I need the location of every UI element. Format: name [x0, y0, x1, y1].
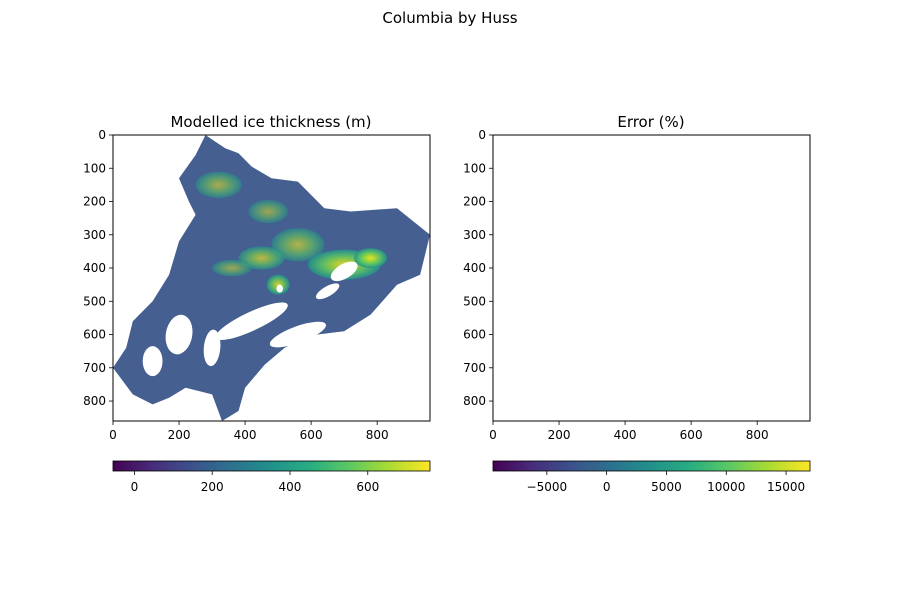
ice-thickness-heatmap	[113, 135, 430, 421]
thick-ice-region	[195, 171, 242, 199]
x-tick-label-error: 0	[489, 428, 497, 442]
x-tick-label-ice-thickness: 600	[300, 428, 323, 442]
ice-free-area	[330, 261, 358, 282]
ice-free-area	[315, 283, 340, 300]
x-tick-label-error: 600	[680, 428, 703, 442]
x-tick-label-ice-thickness: 800	[366, 428, 389, 442]
thick-ice-region	[271, 228, 325, 262]
y-tick-label-ice-thickness: 0	[98, 128, 106, 142]
y-tick-label-ice-thickness: 700	[83, 361, 106, 375]
colorbar-tick-label-error: 0	[603, 480, 611, 494]
ice-free-area	[276, 284, 284, 293]
y-tick-label-ice-thickness: 500	[83, 294, 106, 308]
axes-frame-error	[492, 134, 811, 422]
x-tick-label-error: 800	[746, 428, 769, 442]
y-tick-label-error: 100	[463, 161, 486, 175]
y-tick-label-error: 700	[463, 361, 486, 375]
y-tick-label-error: 400	[463, 261, 486, 275]
panel-ice-thickness: Modelled ice thickness (m) 0 200 400 600 800…	[83, 113, 431, 494]
y-tick-label-ice-thickness: 400	[83, 261, 106, 275]
ice-free-area	[269, 321, 326, 348]
y-tick-label-error: 600	[463, 328, 486, 342]
colorbar-tick-label-ice-thickness: 200	[201, 480, 224, 494]
colorbar-tick-label-error: 15000	[767, 480, 805, 494]
colorbar-gradient-error	[492, 460, 811, 472]
y-tick-label-error: 300	[463, 228, 486, 242]
colorbar-gradient-ice-thickness	[112, 460, 431, 472]
thick-ice-region	[238, 246, 285, 270]
panel-title-error: Error (%)	[617, 113, 684, 131]
y-tick-label-ice-thickness: 200	[83, 195, 106, 209]
y-tick-label-ice-thickness: 100	[83, 161, 106, 175]
thick-ice-region	[212, 259, 252, 277]
ice-free-area	[215, 302, 288, 340]
ice-free-area	[165, 314, 193, 355]
colorbar-tick-label-ice-thickness: 400	[279, 480, 302, 494]
x-tick-label-ice-thickness: 200	[168, 428, 191, 442]
figure-suptitle: Columbia by Huss	[382, 9, 517, 27]
colorbar-tick-label-error: −5000	[527, 480, 568, 494]
ice-free-area	[203, 329, 221, 367]
x-tick-label-error: 400	[614, 428, 637, 442]
axes-frame-ice-thickness	[112, 134, 431, 422]
colorbar-ice-thickness: 0 200 400 600	[112, 460, 431, 494]
axis-ticks-error: 0 200 400 600 800 0 100 200 300 400 500 600 700 800	[463, 128, 769, 442]
colorbar-error: −5000 0 5000 10000 15000	[492, 460, 811, 494]
y-tick-label-ice-thickness: 600	[83, 328, 106, 342]
panel-title-ice-thickness: Modelled ice thickness (m)	[170, 113, 371, 131]
panel-error: Error (%) 0 200 400 600 800 0 100 200 300 400 500 6…	[463, 113, 811, 494]
y-tick-label-error: 0	[478, 128, 486, 142]
colorbar-tick-label-ice-thickness: 600	[356, 480, 379, 494]
y-tick-label-ice-thickness: 800	[83, 394, 106, 408]
colorbar-tick-label-error: 10000	[707, 480, 745, 494]
colorbar-tick-label-error: 5000	[651, 480, 682, 494]
thick-ice-region	[354, 248, 388, 269]
thick-ice-region	[248, 199, 289, 224]
x-tick-label-ice-thickness: 400	[234, 428, 257, 442]
x-tick-label-error: 200	[548, 428, 571, 442]
y-tick-label-ice-thickness: 300	[83, 228, 106, 242]
y-tick-label-error: 200	[463, 195, 486, 209]
colorbar-tick-label-ice-thickness: 0	[131, 480, 139, 494]
y-tick-label-error: 500	[463, 294, 486, 308]
x-tick-label-ice-thickness: 0	[109, 428, 117, 442]
ice-free-area	[142, 346, 163, 377]
axis-ticks-ice-thickness: 0 200 400 600 800 0 100 200 300 400 500 600 700 800	[83, 128, 389, 442]
thick-ice-region	[266, 274, 290, 295]
y-tick-label-error: 800	[463, 394, 486, 408]
